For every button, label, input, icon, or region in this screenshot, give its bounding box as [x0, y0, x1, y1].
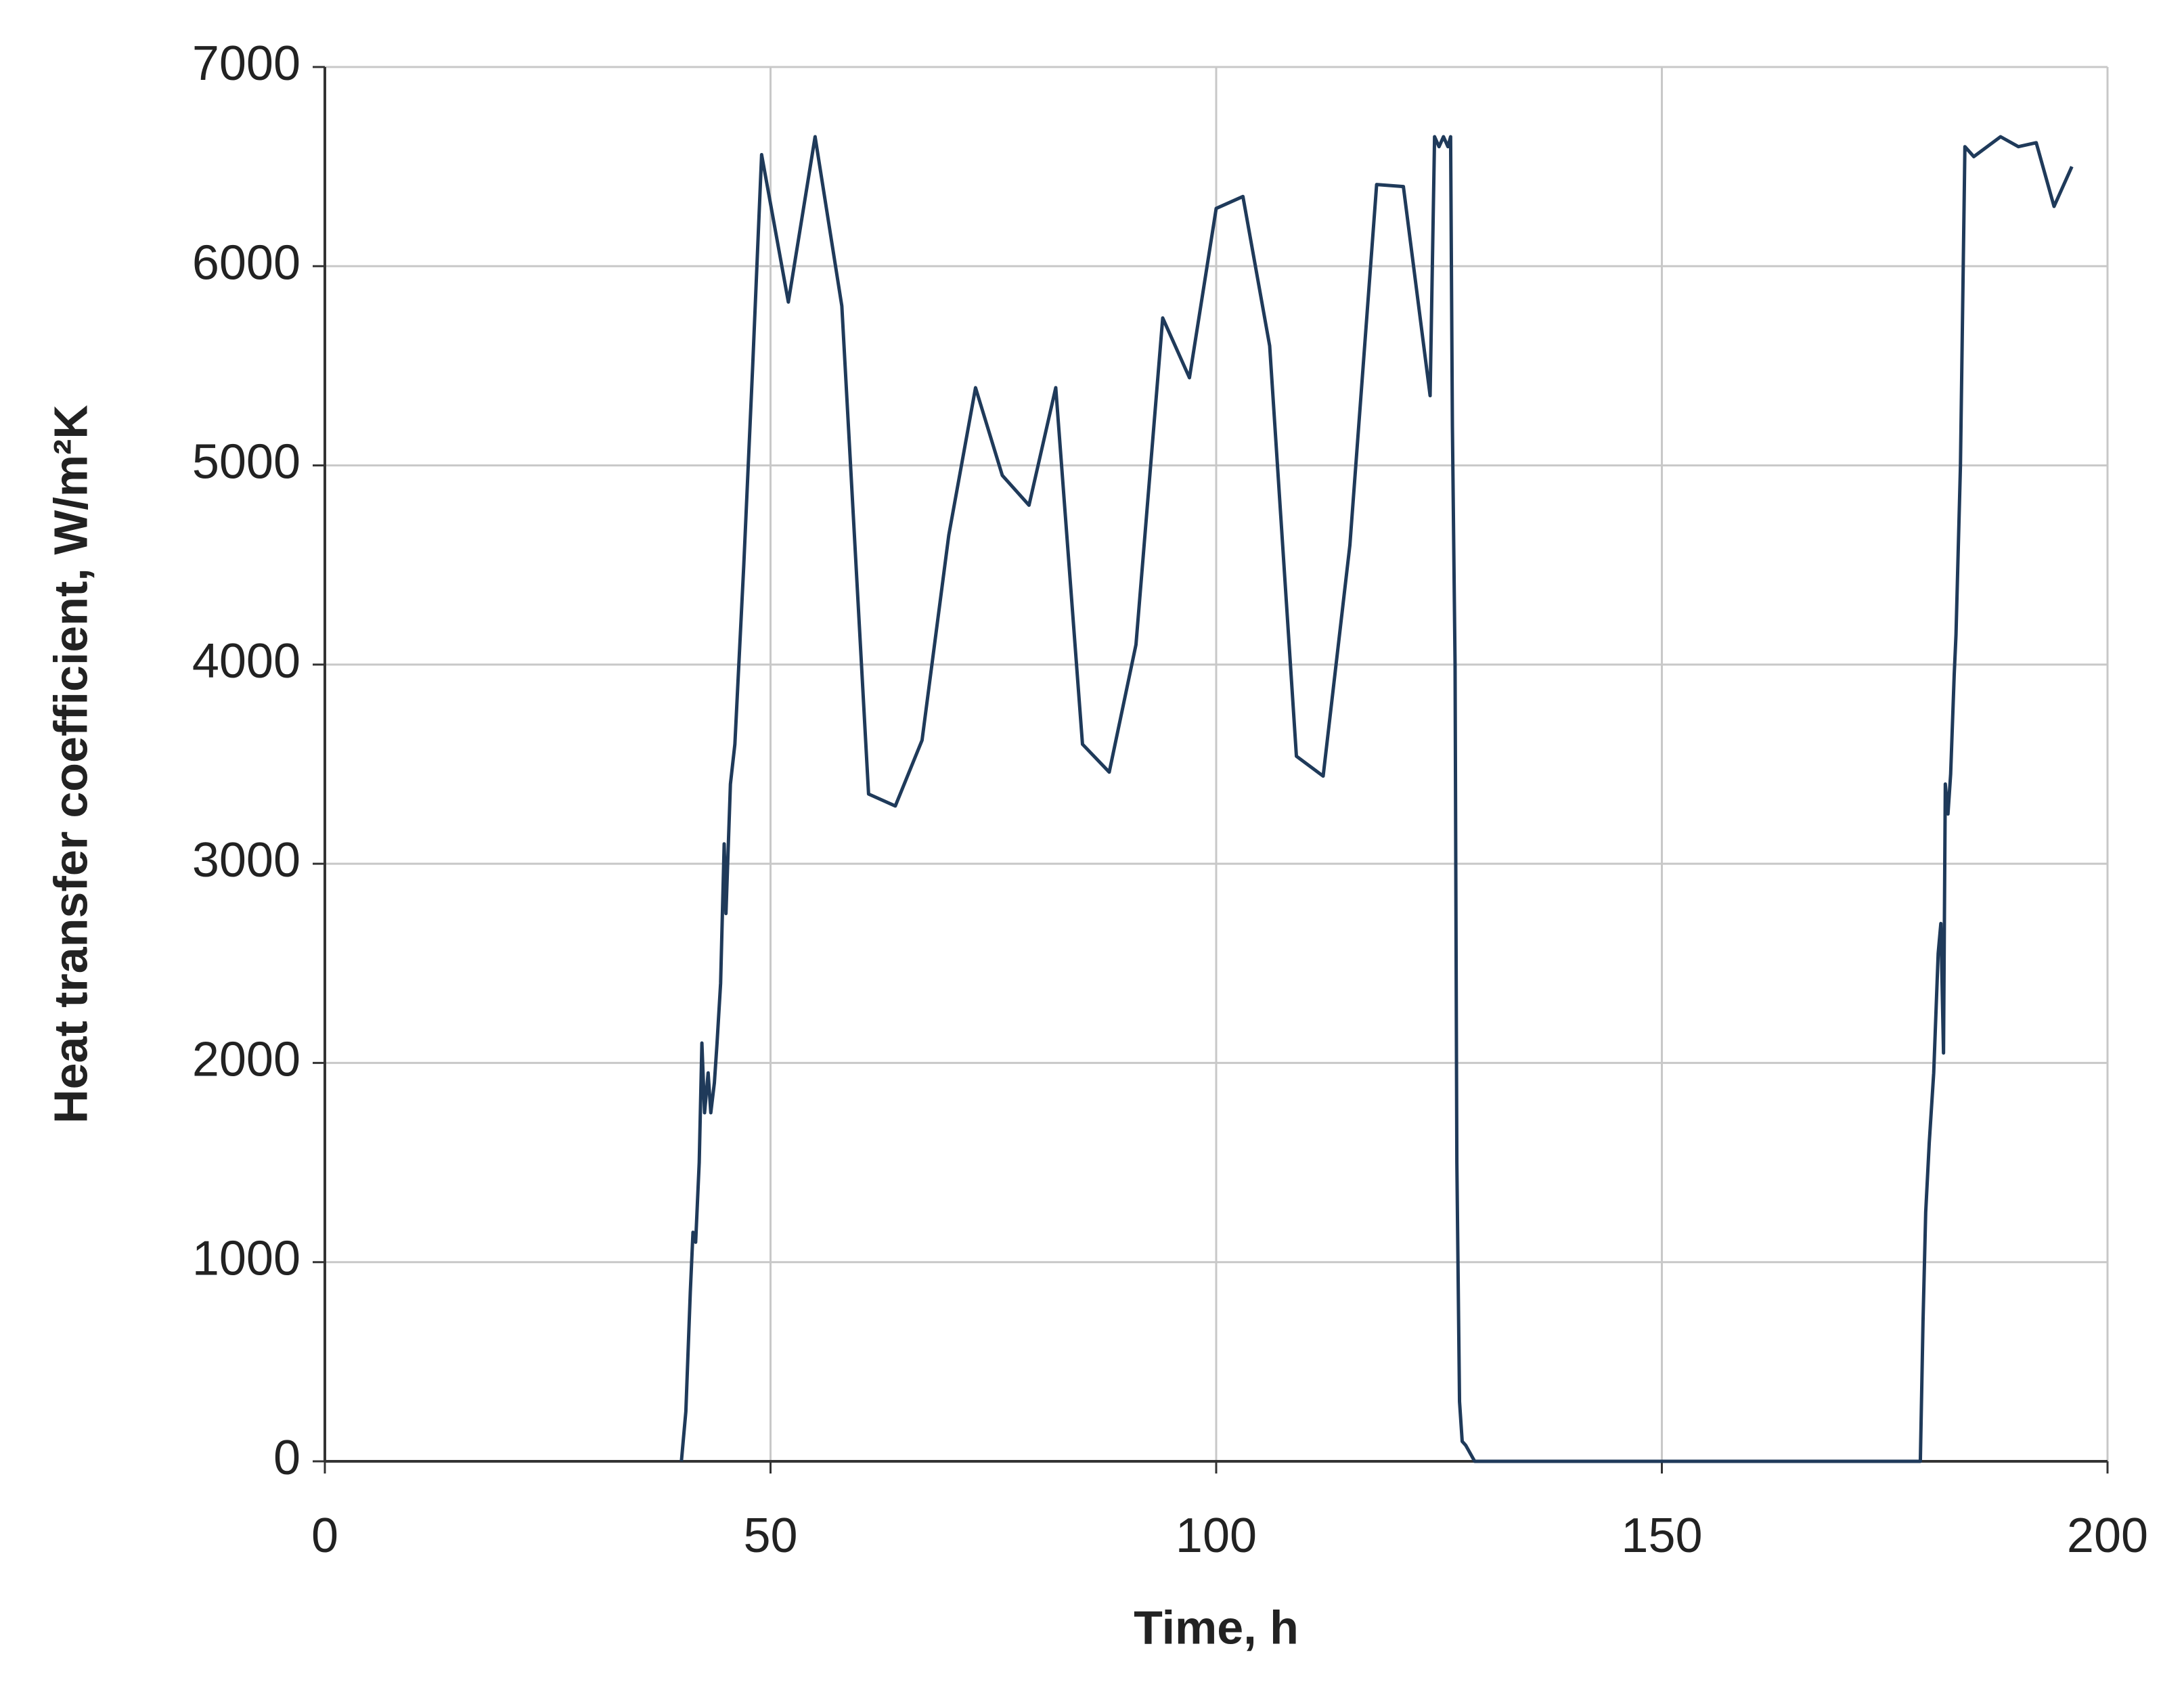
x-axis-title: Time, h: [1134, 1601, 1299, 1654]
y-tick-label: 6000: [192, 236, 300, 290]
line-series: [679, 135, 2074, 1463]
y-axis-title: Heat transfer coefficient, W/m²K: [44, 405, 97, 1124]
y-tick-label: 0: [273, 1431, 300, 1485]
y-tick-label: 3000: [192, 833, 300, 887]
x-tick-label: 150: [1621, 1509, 1702, 1563]
y-tick-label: 1000: [192, 1232, 300, 1286]
y-tick-label: 2000: [192, 1032, 300, 1086]
y-tick-label: 4000: [192, 634, 300, 688]
y-tick-label: 5000: [192, 435, 300, 489]
x-tick-label: 0: [311, 1509, 338, 1563]
x-tick-label: 50: [743, 1509, 797, 1563]
y-tick-label: 7000: [192, 37, 300, 91]
x-tick-label: 200: [2067, 1509, 2148, 1563]
x-tick-label: 100: [1176, 1509, 1257, 1563]
